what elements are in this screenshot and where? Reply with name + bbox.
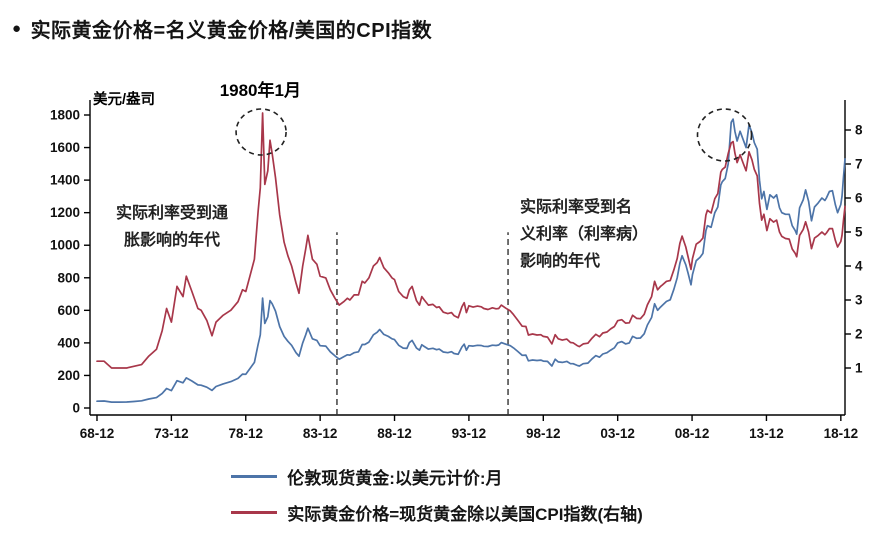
- axes: 0 200 400 600 800 1000 1200 1400 1600 1800 1 2 3 4 5 6 7…: [50, 100, 863, 441]
- svg-text:68-12: 68-12: [80, 426, 115, 441]
- svg-text:3: 3: [855, 293, 863, 308]
- svg-text:7: 7: [855, 157, 863, 172]
- svg-text:400: 400: [57, 335, 80, 350]
- svg-text:1800: 1800: [50, 108, 80, 123]
- svg-text:6: 6: [855, 191, 863, 206]
- peak-circle-1: [235, 108, 287, 156]
- legend-item-real-gold: 实际黄金价格=现货黄金除以美国CPI指数(右轴): [231, 500, 643, 525]
- legend-line-red: [231, 511, 278, 514]
- svg-text:200: 200: [57, 368, 80, 383]
- svg-text:08-12: 08-12: [675, 426, 710, 441]
- svg-text:1400: 1400: [50, 173, 80, 188]
- svg-text:5: 5: [855, 225, 863, 240]
- svg-text:实际利率受到通: 实际利率受到通: [116, 203, 228, 222]
- series-line-real-gold: [96, 112, 846, 369]
- svg-text:93-12: 93-12: [452, 426, 487, 441]
- svg-text:影响的年代: 影响的年代: [520, 251, 600, 270]
- peak-circle-2: [696, 108, 753, 162]
- svg-text:800: 800: [57, 270, 80, 285]
- svg-text:胀影响的年代: 胀影响的年代: [124, 230, 220, 249]
- page-title-text: 实际黄金价格=名义黄金价格/美国的CPI指数: [30, 20, 433, 42]
- svg-text:18-12: 18-12: [824, 426, 859, 441]
- svg-text:98-12: 98-12: [526, 426, 561, 441]
- svg-text:实际利率受到名: 实际利率受到名: [520, 197, 632, 216]
- svg-text:73-12: 73-12: [154, 426, 189, 441]
- series-line-nominal-gold: [96, 118, 846, 403]
- chart-legend: 伦敦现货黄金:以美元计价:月 实际黄金价格=现货黄金除以美国CPI指数(右轴): [0, 464, 874, 525]
- legend-label-nominal-gold: 伦敦现货黄金:以美元计价:月: [287, 469, 503, 488]
- y-axis-unit-label: 美元/盎司: [93, 90, 155, 108]
- svg-text:600: 600: [57, 303, 80, 318]
- svg-text:1: 1: [855, 361, 863, 376]
- svg-text:1600: 1600: [50, 140, 80, 155]
- svg-text:1000: 1000: [50, 238, 80, 253]
- svg-text:83-12: 83-12: [303, 426, 338, 441]
- page-title: ● 实际黄金价格=名义黄金价格/美国的CPI指数: [12, 14, 432, 43]
- svg-text:78-12: 78-12: [228, 426, 263, 441]
- svg-text:2: 2: [855, 327, 863, 342]
- svg-text:1200: 1200: [50, 205, 80, 220]
- svg-text:4: 4: [855, 259, 863, 274]
- svg-text:0: 0: [72, 401, 80, 416]
- svg-text:03-12: 03-12: [600, 426, 635, 441]
- svg-text:8: 8: [855, 123, 863, 138]
- legend-line-blue: [231, 475, 278, 478]
- legend-label-real-gold: 实际黄金价格=现货黄金除以美国CPI指数(右轴): [287, 505, 643, 524]
- svg-text:义利率（利率病）: 义利率（利率病）: [520, 224, 648, 243]
- peak-annotation-label: 1980年1月: [220, 80, 301, 100]
- legend-item-nominal-gold: 伦敦现货黄金:以美元计价:月: [231, 464, 643, 489]
- gold-price-chart: 0 200 400 600 800 1000 1200 1400 1600 1800 1 2 3 4 5 6 7…: [50, 80, 863, 441]
- bullet-icon: ●: [12, 20, 22, 37]
- svg-text:13-12: 13-12: [749, 426, 784, 441]
- svg-text:88-12: 88-12: [377, 426, 412, 441]
